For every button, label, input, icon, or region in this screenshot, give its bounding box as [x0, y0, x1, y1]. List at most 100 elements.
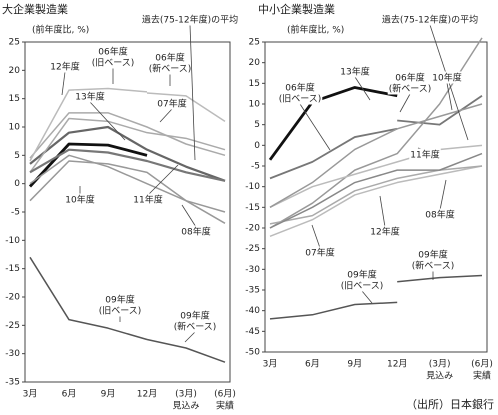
series-label: 10年度 — [432, 72, 461, 84]
series-label: 06年度 — [98, 46, 127, 58]
y-tick-label: -5 — [251, 162, 260, 172]
series-line — [269, 301, 398, 320]
y-tick-label: -35 — [245, 286, 260, 296]
y-axis-label: (前年度比, %) — [287, 24, 344, 36]
y-tick-label: -25 — [245, 244, 260, 254]
series-label: 06年度 — [155, 52, 184, 64]
label-bg — [154, 51, 186, 64]
series-line — [146, 92, 226, 122]
series-label: (新ベース) — [149, 63, 192, 75]
series-label: 09年度 — [418, 249, 447, 261]
y-tick-label: 10 — [9, 123, 21, 133]
x-tick-note: 見込み — [172, 401, 199, 412]
label-leader — [446, 82, 453, 111]
x-tick-label: 12月 — [387, 359, 407, 370]
y-tick-label: -10 — [5, 236, 20, 246]
y-axis-label: (前年度比, %) — [32, 24, 89, 36]
y-tick-label: 25 — [9, 38, 20, 48]
y-tick-label: -15 — [245, 203, 260, 213]
label-bg — [410, 259, 456, 272]
series-line — [29, 87, 148, 162]
series-line — [269, 165, 483, 237]
series-label: (旧ベース) — [341, 281, 384, 292]
series-line — [29, 112, 226, 159]
label-bg — [179, 309, 211, 322]
series-line — [29, 125, 226, 182]
series-line — [29, 160, 226, 224]
y-tick-label: -30 — [245, 265, 260, 275]
label-leader — [147, 164, 179, 196]
series-label: 13年度 — [75, 91, 104, 103]
label-bg — [132, 193, 164, 206]
x-tick-label: (6月) — [214, 389, 236, 400]
label-leader — [184, 331, 196, 343]
x-tick-label: 6月 — [62, 389, 77, 400]
y-tick-label: -35 — [5, 378, 20, 388]
label-leader — [311, 224, 321, 249]
x-tick-label: 3月 — [263, 359, 278, 370]
series-label: 過去(75-12年度)の平均 — [382, 14, 478, 26]
y-tick-label: 20 — [249, 58, 261, 68]
label-bg — [74, 90, 106, 103]
y-tick-label: -5 — [11, 208, 20, 218]
label-leader — [159, 108, 173, 123]
series-label: 06年度 — [395, 72, 424, 84]
y-tick-label: 10 — [249, 100, 261, 110]
plot-frame — [264, 41, 488, 353]
y-tick-label: -25 — [5, 321, 20, 331]
series-line — [269, 165, 483, 225]
series-line — [28, 142, 148, 188]
series-label: (旧ベース) — [99, 306, 142, 317]
label-bg — [172, 320, 218, 333]
label-bg — [409, 148, 441, 161]
label-bg — [417, 248, 449, 261]
series-label: (新ベース) — [412, 260, 455, 272]
x-tick-note: 見込み — [426, 371, 453, 382]
series-line — [397, 94, 483, 126]
label-leader — [299, 103, 331, 151]
y-tick-label: 15 — [9, 94, 20, 104]
panel-title: 大企業製造業 — [2, 2, 68, 16]
y-tick-label: 0 — [254, 141, 260, 151]
y-tick-label: 20 — [9, 66, 21, 76]
series-label: 12年度 — [370, 226, 399, 238]
label-bg — [97, 305, 143, 317]
y-tick-label: -20 — [245, 224, 260, 234]
x-tick-label: 9月 — [101, 389, 116, 400]
label-bg — [346, 268, 378, 281]
y-tick-label: -20 — [5, 293, 20, 303]
series-label: 11年度 — [410, 149, 439, 161]
label-bg — [90, 57, 136, 69]
x-tick-label: (6月) — [471, 359, 493, 370]
y-tick-label: -50 — [245, 348, 260, 358]
label-bg — [284, 81, 316, 94]
x-tick-label: 3月 — [23, 389, 38, 400]
series-label: (新ベース) — [389, 83, 432, 95]
y-tick-label: -30 — [5, 349, 20, 359]
series-line — [268, 86, 398, 161]
label-bg — [180, 225, 212, 238]
label-bg — [339, 65, 371, 78]
label-bg — [140, 13, 240, 26]
x-tick-note: 実績 — [216, 400, 234, 412]
label-bg — [64, 193, 96, 206]
label-bg — [369, 225, 401, 238]
series-line — [269, 144, 483, 209]
series-label: 12年度 — [50, 61, 79, 73]
series-line — [269, 127, 398, 180]
x-tick-label: (3月) — [429, 359, 451, 370]
y-tick-label: 0 — [14, 179, 20, 189]
label-bg — [97, 45, 129, 58]
series-line — [29, 256, 148, 341]
series-line — [29, 154, 226, 213]
x-tick-label: 6月 — [305, 359, 320, 370]
series-label: (旧ベース) — [279, 94, 322, 105]
x-tick-label: (3月) — [175, 389, 197, 400]
label-leader — [61, 71, 66, 96]
series-label: (新ベース) — [174, 321, 217, 333]
y-tick-label: -45 — [245, 327, 260, 337]
source-note: （出所）日本銀行 — [406, 397, 494, 411]
label-leader — [89, 101, 126, 141]
series-label: 07年度 — [305, 247, 334, 259]
